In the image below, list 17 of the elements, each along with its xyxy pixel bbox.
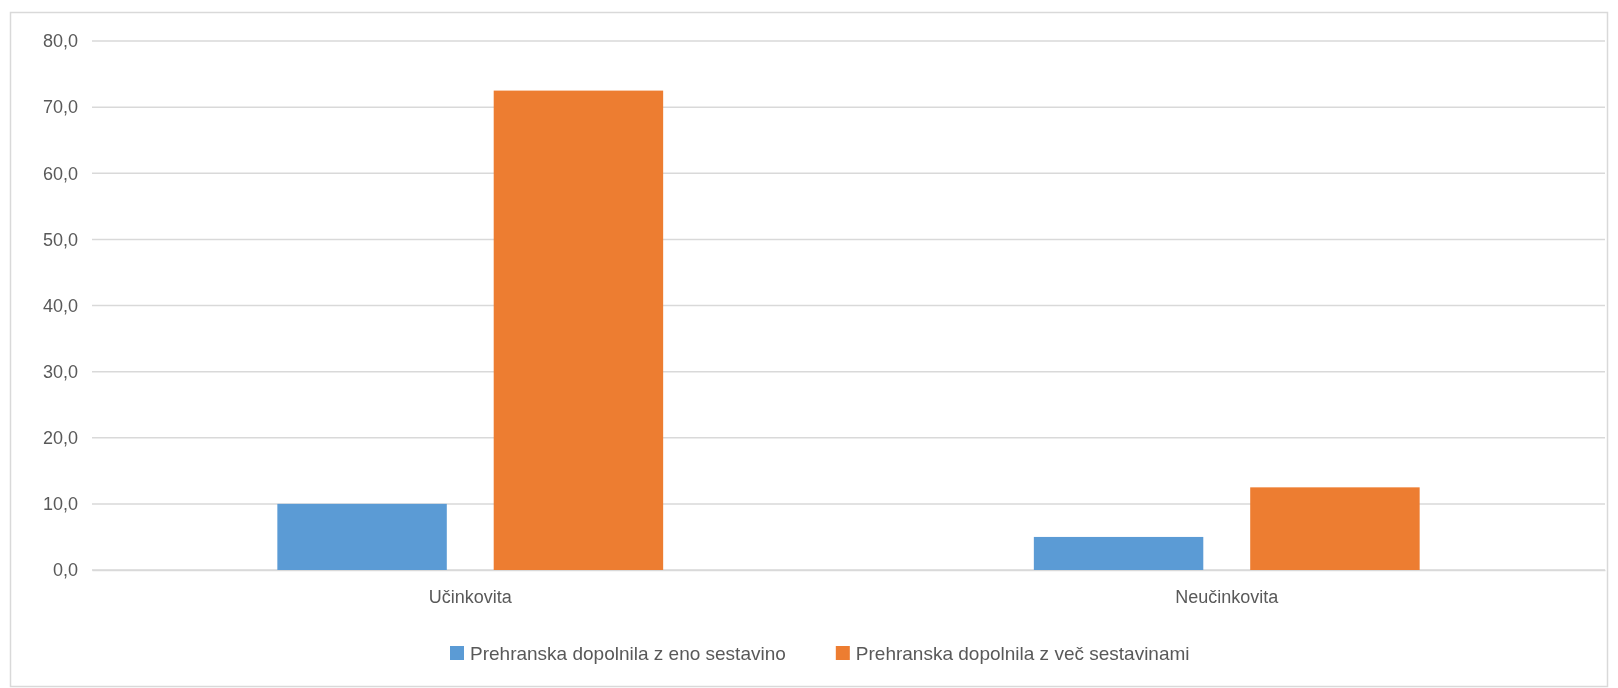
y-tick-label: 20,0 [42, 428, 78, 449]
y-tick-label: 0,0 [52, 560, 78, 581]
y-tick-label: 30,0 [42, 361, 78, 382]
x-tick-label: Neučinkovita [1175, 586, 1280, 607]
y-tick-label: 10,0 [42, 494, 78, 515]
bar [277, 503, 447, 570]
bar [1033, 536, 1204, 570]
bar [1250, 487, 1420, 570]
x-tick-label: Učinkovita [428, 586, 513, 607]
y-tick-label: 50,0 [42, 229, 78, 250]
y-tick-label: 40,0 [42, 295, 78, 316]
y-tick-label: 80,0 [42, 31, 78, 52]
y-tick-label: 70,0 [42, 97, 78, 118]
bar [493, 90, 664, 570]
legend-label: Prehranska dopolnila z več sestavinami [855, 642, 1190, 664]
y-tick-label: 60,0 [42, 163, 78, 184]
legend-label: Prehranska dopolnila z eno sestavino [470, 642, 786, 664]
